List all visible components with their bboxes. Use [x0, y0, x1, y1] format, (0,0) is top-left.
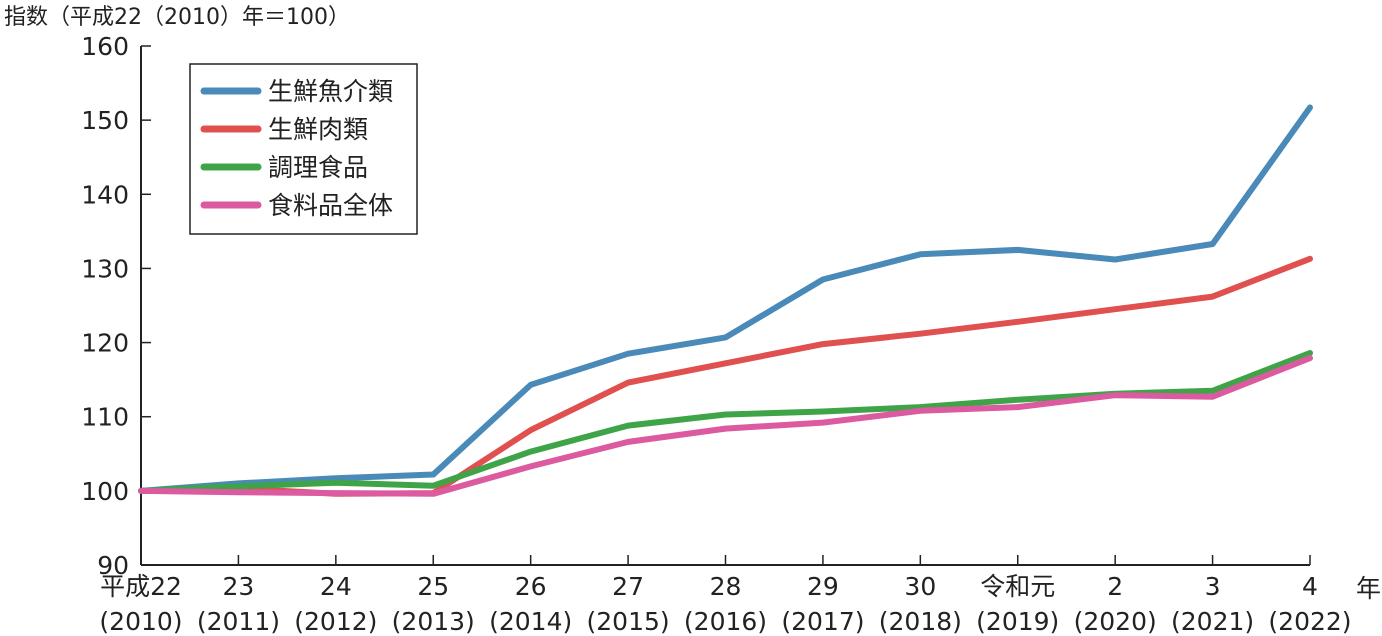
y-tick-label: 160 [81, 32, 129, 61]
y-tick-label: 120 [81, 329, 129, 358]
x-tick-year-label: (2012) [294, 607, 377, 636]
x-tick-year-label: (2013) [392, 607, 475, 636]
x-tick-label: 25 [417, 572, 449, 601]
x-tick-year-label: (2021) [1171, 607, 1254, 636]
series-line [138, 355, 1313, 497]
x-tick-label: 2 [1107, 572, 1123, 601]
y-tick-label: 150 [81, 106, 129, 135]
x-tick-year-label: (2022) [1268, 607, 1351, 636]
series-line [138, 255, 1313, 497]
series-layer [138, 104, 1313, 497]
x-tick-label: 29 [807, 572, 839, 601]
x-tick-label: 27 [612, 572, 644, 601]
x-tick-year-label: (2014) [489, 607, 572, 636]
y-tick-label: 110 [81, 403, 129, 432]
x-tick-label: 4 [1302, 572, 1318, 601]
series-line [138, 104, 1313, 494]
x-tick-year-label: (2020) [1074, 607, 1157, 636]
legend-label: 調理食品 [268, 153, 368, 182]
legend-label: 生鮮肉類 [268, 115, 368, 144]
x-tick-label: 26 [515, 572, 547, 601]
y-tick-label: 100 [81, 477, 129, 506]
x-tick-label: 3 [1205, 572, 1221, 601]
y-tick-label: 130 [81, 254, 129, 283]
x-tick-label: 28 [710, 572, 742, 601]
legend-label: 食料品全体 [268, 191, 393, 220]
legend-label: 生鮮魚介類 [268, 77, 393, 106]
series-line [138, 350, 1313, 494]
x-tick-year-label: (2010) [99, 607, 182, 636]
x-axis-unit: 年 [1356, 574, 1381, 603]
y-tick-label: 140 [81, 180, 129, 209]
axes: 90100110120130140150160平成22(2010)23(2011… [81, 32, 1351, 636]
x-tick-year-label: (2019) [976, 607, 1059, 636]
x-tick-year-label: (2016) [684, 607, 767, 636]
x-tick-label: 令和元 [980, 572, 1055, 601]
x-tick-label: 平成22 [100, 572, 182, 601]
x-tick-year-label: (2015) [587, 607, 670, 636]
y-axis-title: 指数（平成22（2010）年＝100） [4, 5, 350, 30]
x-tick-year-label: (2011) [197, 607, 280, 636]
x-tick-label: 23 [223, 572, 255, 601]
y-tick-label: 90 [97, 551, 129, 580]
x-tick-year-label: (2017) [781, 607, 864, 636]
x-tick-year-label: (2018) [879, 607, 962, 636]
x-tick-label: 30 [904, 572, 936, 601]
x-tick-label: 24 [320, 572, 352, 601]
